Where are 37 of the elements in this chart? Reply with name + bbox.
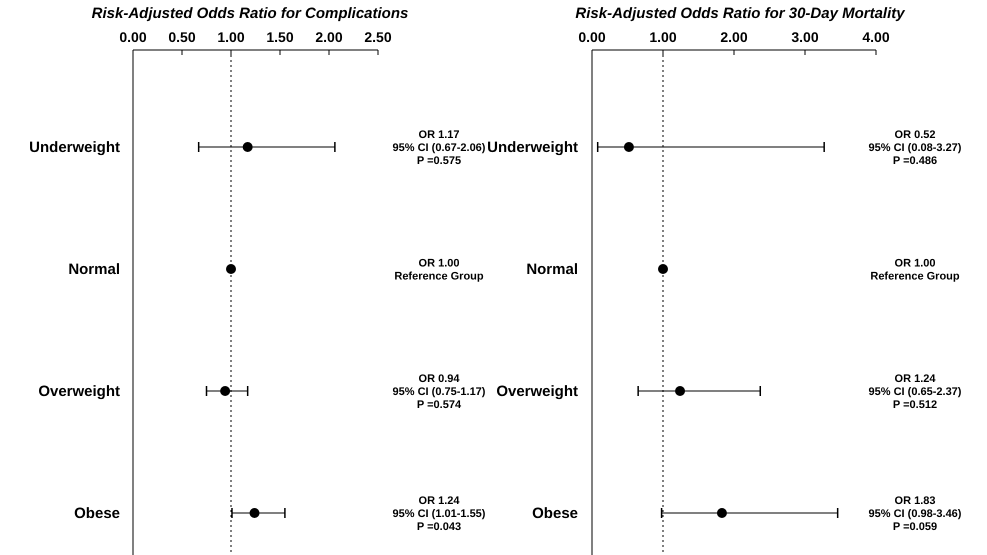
point xyxy=(226,264,236,274)
x-tick-label: 2.00 xyxy=(720,29,748,45)
data-label: OR 1.83 95% CI (0.98-3.46) P =0.059 xyxy=(868,495,962,533)
chart-title: Risk-Adjusted Odds Ratio for 30-Day Mortality xyxy=(575,5,906,22)
point xyxy=(624,142,634,152)
point xyxy=(250,508,260,518)
y-tick-label: Normal xyxy=(526,261,578,278)
x-tick-label: 0.00 xyxy=(578,29,606,45)
y-tick-label: Normal xyxy=(68,261,120,278)
x-tick-label: 1.50 xyxy=(266,29,294,45)
data-label: OR 1.00 Reference Group xyxy=(394,258,484,282)
y-tick-label: Overweight xyxy=(496,383,578,400)
y-tick-label: Obese xyxy=(74,505,120,522)
x-tick-label: 3.00 xyxy=(791,29,819,45)
x-tick-label: 0.50 xyxy=(168,29,196,45)
point xyxy=(658,264,668,274)
x-tick-label: 1.00 xyxy=(217,29,245,45)
y-tick-label: Overweight xyxy=(38,383,120,400)
point xyxy=(242,142,253,152)
x-tick-label: 1.00 xyxy=(649,29,677,45)
data-label: OR 1.00 Reference Group xyxy=(870,258,960,282)
x-tick-label: 2.00 xyxy=(315,29,343,45)
data-label: OR 1.17 95% CI (0.67-2.06) P =0.575 xyxy=(392,129,486,167)
x-tick-label: 4.00 xyxy=(862,29,890,45)
y-tick-label: Underweight xyxy=(29,139,120,156)
data-label: OR 1.24 95% CI (1.01-1.55) P =0.043 xyxy=(392,495,486,533)
chart-title: Risk-Adjusted Odds Ratio for Complications xyxy=(92,5,408,22)
data-label: OR 1.24 95% CI (0.65-2.37) P =0.512 xyxy=(868,373,962,411)
point xyxy=(220,386,230,396)
x-tick-label: 2.50 xyxy=(364,29,392,45)
y-tick-label: Obese xyxy=(532,505,578,522)
data-label: OR 0.52 95% CI (0.08-3.27) P =0.486 xyxy=(868,129,962,167)
point xyxy=(675,386,686,396)
x-tick-label: 0.00 xyxy=(119,29,147,45)
data-label: OR 0.94 95% CI (0.75-1.17) P =0.574 xyxy=(392,373,486,411)
y-tick-label: Underweight xyxy=(487,139,578,156)
point xyxy=(716,508,727,518)
